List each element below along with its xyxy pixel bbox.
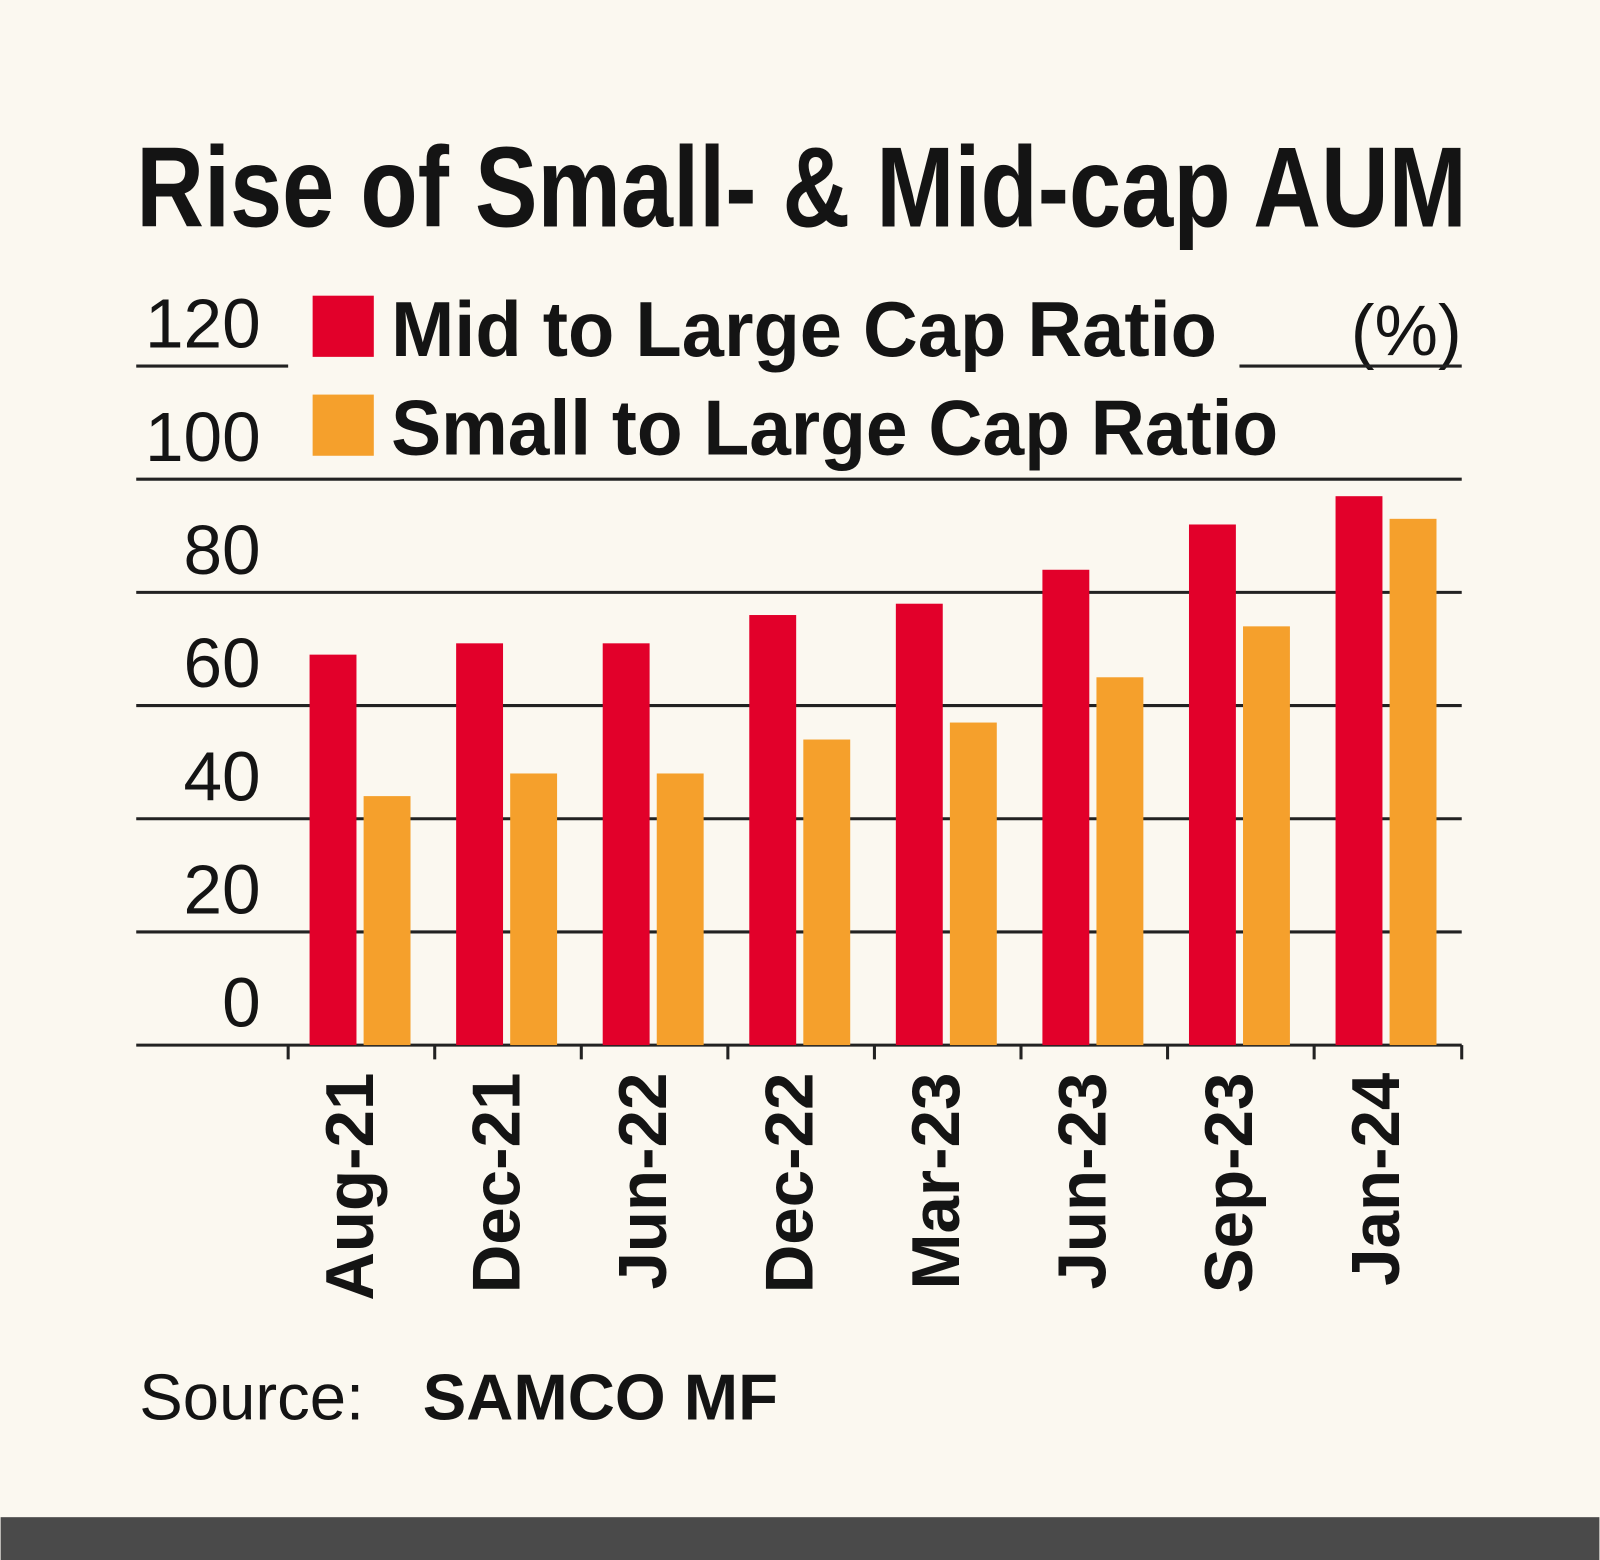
x-tick-label: Jan-24 [1339, 1072, 1414, 1286]
bar [602, 643, 650, 1046]
unit-label: (%) [1351, 291, 1462, 371]
bar [749, 615, 797, 1046]
bar [895, 603, 943, 1046]
footer-band [0, 1517, 1600, 1560]
legend-label: Mid to Large Cap Ratio [391, 287, 1217, 373]
bar [803, 739, 851, 1046]
x-tick-label: Sep-23 [1192, 1073, 1267, 1294]
bar [949, 722, 997, 1046]
y-tick-label: 0 [222, 964, 261, 1042]
bar [456, 643, 504, 1046]
x-tick-label: Aug-21 [313, 1073, 388, 1301]
x-tick-label: Jun-23 [1046, 1073, 1121, 1290]
y-tick-label: 20 [184, 851, 261, 929]
y-tick-label: 100 [145, 398, 261, 476]
bar [1096, 677, 1144, 1046]
bar [1243, 626, 1290, 1046]
bar [1335, 496, 1383, 1046]
y-tick-label: 60 [184, 624, 261, 702]
bar [1042, 569, 1090, 1046]
source-label: Source: [139, 1360, 364, 1433]
y-tick-label: 120 [145, 285, 261, 363]
x-tick-label: Dec-21 [459, 1073, 534, 1294]
source: SAMCO MF [423, 1360, 778, 1433]
background [0, 0, 1600, 1518]
bar [309, 654, 357, 1046]
bar [1389, 518, 1437, 1046]
legend-swatch [312, 394, 374, 456]
y-tick-label: 80 [184, 511, 261, 589]
bar [1188, 524, 1236, 1046]
chart-title: Rise of Small- & Mid-cap AUM [136, 124, 1467, 251]
x-tick-label: Jun-22 [606, 1073, 681, 1290]
y-tick-label: 40 [184, 737, 261, 815]
legend-label: Small to Large Cap Ratio [391, 386, 1278, 472]
x-tick-label: Dec-22 [752, 1073, 827, 1294]
bar [363, 796, 411, 1046]
bar [656, 773, 704, 1046]
bar [510, 773, 558, 1046]
x-tick-label: Mar-23 [899, 1073, 974, 1290]
legend-swatch [312, 295, 374, 357]
